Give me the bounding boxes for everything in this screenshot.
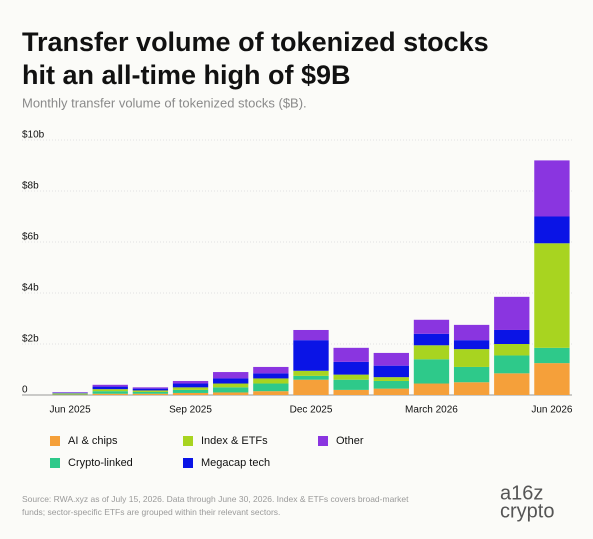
bar-segment: [172, 383, 209, 388]
bar-segment: [333, 361, 369, 375]
x-tick-label: March 2026: [405, 405, 458, 416]
legend-swatch: [50, 436, 60, 446]
bar-segment: [453, 382, 490, 395]
bar-segment: [253, 383, 289, 392]
y-tick-label: $2b: [22, 334, 39, 345]
bar-segment: [293, 329, 329, 341]
bar-segment: [453, 324, 490, 341]
bar-segment: [253, 366, 289, 374]
source-note: Source: RWA.xyz as of July 15, 2026. Dat…: [22, 494, 409, 517]
bar-segment: [333, 347, 369, 362]
bar-segment: [52, 393, 88, 395]
bar-segment: [253, 373, 289, 379]
bar-segment: [534, 347, 570, 364]
title-line: hit an all-time high of $9B: [22, 60, 351, 90]
bar-segment: [333, 389, 369, 395]
legend-label: Megacap tech: [201, 457, 270, 469]
logo: crypto: [500, 500, 554, 522]
bar-segment: [534, 363, 570, 395]
y-tick-label: $8b: [22, 181, 39, 192]
bar-segment: [413, 383, 450, 395]
legend-swatch: [183, 458, 193, 468]
legend-label: Crypto-linked: [68, 457, 133, 469]
x-tick-label: Sep 2025: [169, 405, 212, 416]
bar-segment: [494, 329, 530, 344]
bar-segment: [253, 378, 289, 384]
y-tick-label: $4b: [22, 283, 39, 294]
bar-segment: [293, 340, 329, 371]
bar-segment: [413, 319, 450, 334]
bar-segment: [132, 393, 169, 395]
bar-segment: [213, 387, 249, 393]
bar-segment: [494, 344, 530, 356]
bar-segment: [333, 379, 369, 390]
bar-segment: [333, 374, 369, 380]
bar-segment: [213, 392, 249, 395]
bar-segment: [413, 359, 450, 384]
bar-segment: [213, 378, 249, 384]
bar-segment: [494, 296, 530, 330]
legend-label: Index & ETFs: [201, 435, 268, 447]
bar-segment: [172, 387, 209, 390]
bar-segment: [453, 340, 490, 350]
bar-segment: [293, 370, 329, 376]
x-tick-label: Jun 2026: [531, 405, 573, 416]
x-tick-label: Dec 2025: [290, 405, 333, 416]
bar-segment: [494, 355, 530, 374]
bar-segment: [413, 345, 450, 360]
bar-segment: [132, 387, 169, 389]
bar-segment: [534, 160, 570, 217]
legend-swatch: [50, 458, 60, 468]
bar-segment: [413, 333, 450, 346]
legend-label: AI & chips: [68, 435, 118, 447]
y-tick-label: $6b: [22, 232, 39, 243]
y-tick-label: 0: [22, 385, 28, 396]
bar-segment: [92, 386, 128, 390]
bar-segment: [534, 216, 570, 244]
bar-segment: [293, 375, 329, 380]
bar-segment: [132, 390, 169, 392]
bar-segment: [293, 379, 329, 395]
subtitle: Monthly transfer volume of tokenized sto…: [22, 95, 307, 110]
bar-segment: [213, 383, 249, 388]
x-tick-label: Jun 2025: [49, 405, 91, 416]
bar-segment: [253, 391, 289, 395]
bar-segment: [92, 384, 128, 387]
bar-segment: [453, 349, 490, 367]
logo: a16z: [500, 482, 543, 504]
bar-segment: [172, 389, 209, 393]
bar-segment: [52, 393, 88, 394]
bar-segment: [453, 366, 490, 383]
bar-segment: [52, 394, 88, 395]
bar-segment: [373, 352, 409, 366]
bar-segment: [213, 372, 249, 379]
bar-segment: [534, 243, 570, 348]
legend-label: Other: [336, 435, 364, 447]
bar-segment: [172, 380, 209, 384]
title-line: Transfer volume of tokenized stocks: [22, 27, 489, 57]
bar-segment: [52, 392, 88, 393]
bar-segment: [92, 389, 128, 392]
bar-segment: [494, 373, 530, 395]
bar-segment: [373, 380, 409, 389]
bar-segment: [373, 388, 409, 395]
legend-swatch: [183, 436, 193, 446]
bar-segment: [373, 377, 409, 381]
legend-swatch: [318, 436, 328, 446]
y-tick-label: $10b: [22, 130, 45, 141]
bar-segment: [132, 391, 169, 394]
bar-segment: [172, 392, 209, 395]
bar-segment: [132, 388, 169, 391]
bar-segment: [373, 365, 409, 378]
bar-segment: [52, 392, 88, 394]
bar-segment: [92, 391, 128, 394]
bar-segment: [92, 393, 128, 395]
